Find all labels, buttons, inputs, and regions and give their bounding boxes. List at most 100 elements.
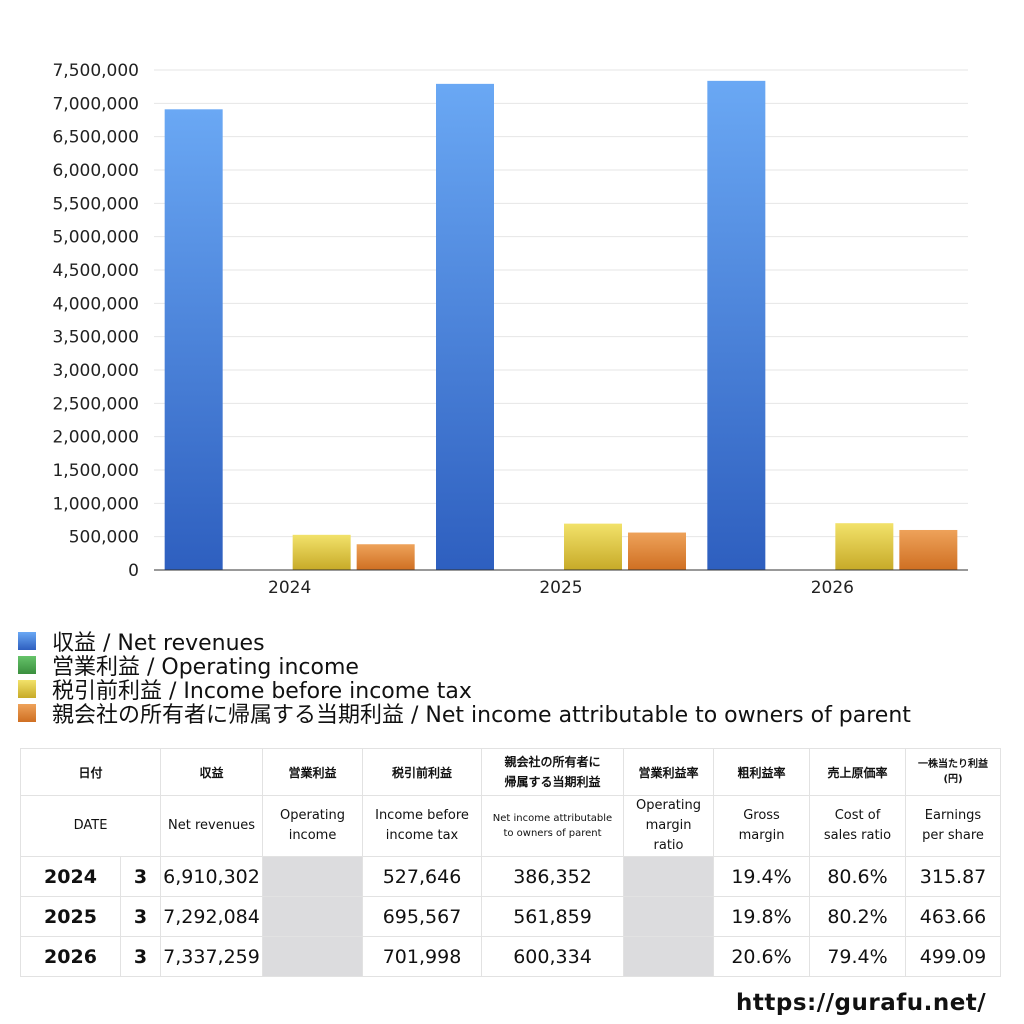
cell-operating-income [262, 856, 364, 897]
cell-year: 2025 [20, 896, 121, 937]
header-gross-margin-jp: 粗利益率 [713, 748, 811, 796]
header-row-en: DATE Net revenues Operating income Incom… [19, 795, 1002, 857]
header-revenue-jp: 収益 [160, 748, 264, 796]
legend-item-operating-income[interactable]: 営業利益 / Operating income [18, 653, 911, 680]
header-op-margin-jp: 営業利益率 [623, 748, 715, 796]
y-tick-label: 7,500,000 [52, 61, 139, 81]
x-axis-ticks: 2024 2025 2026 [268, 578, 854, 598]
site-url[interactable]: https://gurafu.net/ [736, 990, 987, 1016]
cell-net-income: 600,334 [481, 936, 625, 977]
bar-2024-series-0[interactable] [164, 109, 223, 570]
header-net-income-en: Net income attributable to owners of par… [481, 795, 625, 857]
header-op-margin-en: Operating margin ratio [623, 795, 715, 857]
table-row: 2025 3 7,292,084 695,567 561,859 19.8% 8… [20, 896, 1002, 937]
header-cost-ratio-jp: 売上原価率 [809, 748, 907, 796]
y-tick-label: 500,000 [69, 528, 139, 548]
legend-swatch-net-income [18, 704, 36, 722]
header-operating-income-jp: 営業利益 [262, 748, 364, 796]
cell-year: 2024 [20, 856, 121, 897]
bar-2025-series-3[interactable] [628, 532, 686, 570]
legend-item-income-before-tax[interactable]: 税引前利益 / Income before income tax [18, 677, 911, 704]
bar-2026-series-0[interactable] [707, 80, 766, 571]
bar-2024-series-3[interactable] [356, 544, 415, 570]
bar-2024-series-2[interactable] [292, 534, 351, 570]
y-tick-label: 5,500,000 [52, 194, 139, 214]
cell-net-income: 386,352 [481, 856, 625, 897]
y-tick-label: 6,500,000 [52, 128, 139, 148]
header-row-jp: 日付 収益 営業利益 税引前利益 親会社の所有者に 帰属する当期利益 営業利益率… [19, 748, 1002, 796]
cell-cost-ratio: 80.6% [809, 856, 907, 897]
bar-2025-series-0[interactable] [436, 83, 494, 570]
y-tick-label: 7,000,000 [52, 94, 139, 114]
cell-revenue: 6,910,302 [160, 856, 264, 897]
cell-cost-ratio: 79.4% [809, 936, 907, 977]
header-pretax-jp: 税引前利益 [362, 748, 483, 796]
legend-item-net-income[interactable]: 親会社の所有者に帰属する当期利益 / Net income attributab… [18, 701, 911, 728]
cell-gross-margin: 20.6% [713, 936, 811, 977]
header-pretax-en: Income before income tax [362, 795, 483, 857]
cell-month: 3 [119, 896, 162, 937]
legend-swatch-operating-income [18, 656, 36, 674]
header-operating-income-en: Operating income [262, 795, 364, 857]
legend-swatch-income-before-tax [18, 680, 36, 698]
x-tick-label: 2024 [268, 578, 311, 598]
legend-label: 税引前利益 / Income before income tax [52, 679, 472, 704]
x-tick-label: 2026 [811, 578, 854, 598]
grid-lines [154, 69, 968, 538]
y-tick-label: 6,000,000 [52, 161, 139, 181]
cell-gross-margin: 19.8% [713, 896, 811, 937]
header-gross-margin-en: Gross margin [713, 795, 811, 857]
cell-revenue: 7,292,084 [160, 896, 264, 937]
cell-op-margin [623, 936, 715, 977]
cell-operating-income [262, 936, 364, 977]
y-tick-label: 2,000,000 [52, 428, 139, 448]
header-net-income-jp: 親会社の所有者に 帰属する当期利益 [481, 748, 625, 796]
cell-month: 3 [119, 856, 162, 897]
y-tick-label: 3,500,000 [52, 328, 139, 348]
legend-label: 収益 / Net revenues [52, 631, 265, 656]
y-axis-ticks: 0 500,000 1,000,000 1,500,000 2,000,000 2,500… [52, 61, 139, 581]
bars [164, 80, 958, 571]
legend-label: 営業利益 / Operating income [52, 655, 359, 680]
cell-revenue: 7,337,259 [160, 936, 264, 977]
cell-cost-ratio: 80.2% [809, 896, 907, 937]
cell-gross-margin: 19.4% [713, 856, 811, 897]
financial-table: 日付 収益 営業利益 税引前利益 親会社の所有者に 帰属する当期利益 営業利益率… [19, 748, 1002, 977]
legend: 収益 / Net revenues 営業利益 / Operating incom… [18, 629, 911, 728]
cell-pretax: 527,646 [362, 856, 483, 897]
y-tick-label: 3,000,000 [52, 361, 139, 381]
cell-month: 3 [119, 936, 162, 977]
table-row: 2026 3 7,337,259 701,998 600,334 20.6% 7… [20, 936, 1002, 977]
cell-eps: 315.87 [905, 856, 1002, 897]
header-date-en: DATE [19, 795, 162, 857]
legend-label: 親会社の所有者に帰属する当期利益 / Net income attributab… [52, 703, 911, 728]
bar-2025-series-2[interactable] [564, 523, 622, 570]
cell-pretax: 701,998 [362, 936, 483, 977]
cell-op-margin [623, 856, 715, 897]
x-tick-label: 2025 [539, 578, 582, 598]
table-row: 2024 3 6,910,302 527,646 386,352 19.4% 8… [20, 856, 1002, 897]
cell-eps: 499.09 [905, 936, 1002, 977]
y-tick-label: 1,000,000 [52, 494, 139, 514]
y-tick-label: 5,000,000 [52, 228, 139, 248]
legend-item-net-revenues[interactable]: 収益 / Net revenues [18, 629, 911, 656]
header-eps-jp: 一株当たり利益 (円) [905, 748, 1002, 796]
cell-operating-income [262, 896, 364, 937]
bar-2026-series-2[interactable] [835, 523, 894, 570]
header-revenue-en: Net revenues [160, 795, 264, 857]
y-tick-label: 2,500,000 [52, 394, 139, 414]
cell-year: 2026 [20, 936, 121, 977]
y-tick-label: 0 [128, 561, 139, 581]
y-tick-label: 4,000,000 [52, 294, 139, 314]
legend-swatch-net-revenues [18, 632, 36, 650]
header-date-jp: 日付 [19, 748, 162, 796]
y-tick-label: 4,500,000 [52, 261, 139, 281]
bar-chart: 0 500,000 1,000,000 1,500,000 2,000,000 2,500… [52, 61, 968, 598]
cell-pretax: 695,567 [362, 896, 483, 937]
bar-2026-series-3[interactable] [899, 529, 958, 570]
cell-op-margin [623, 896, 715, 937]
header-eps-en: Earnings per share [905, 795, 1002, 857]
header-cost-ratio-en: Cost of sales ratio [809, 795, 907, 857]
cell-eps: 463.66 [905, 896, 1002, 937]
cell-net-income: 561,859 [481, 896, 625, 937]
